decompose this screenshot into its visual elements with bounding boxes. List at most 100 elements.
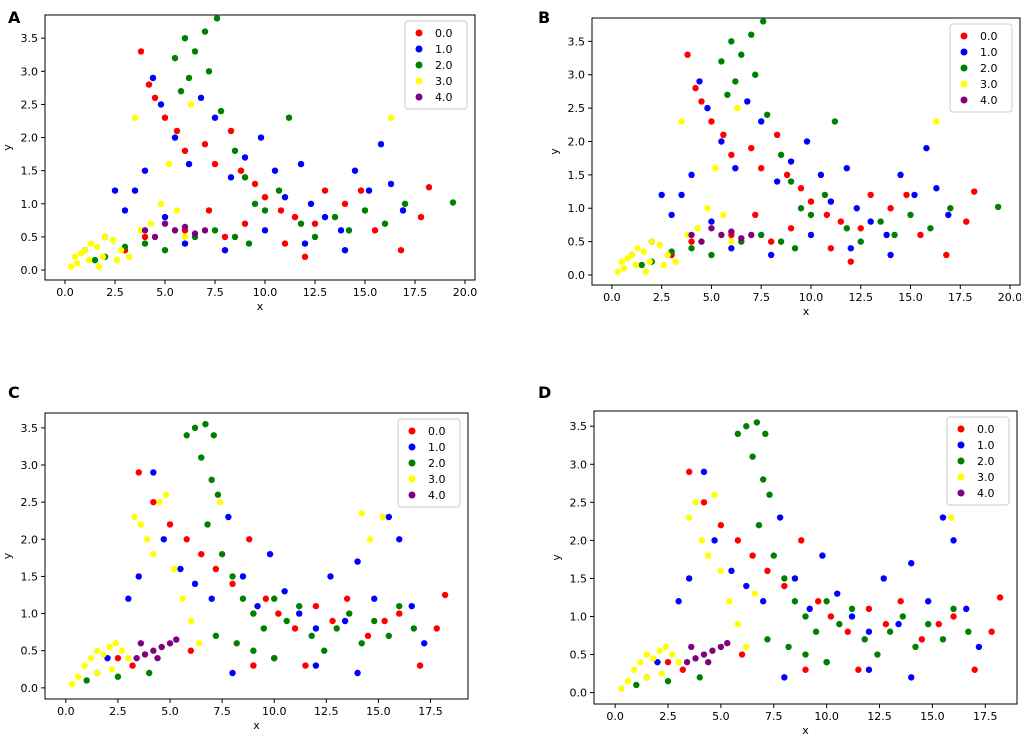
data-point-3-0 (85, 256, 93, 264)
data-point-2-0 (728, 38, 735, 45)
x-tick-label: 2.5 (659, 710, 677, 723)
data-point-0-0 (717, 521, 725, 529)
scatter-chart-a: 0.0 2.5 5.0 7.5 10.0 12.5 15.0 17.5 20.0 0.0 0.5 1.… (1, 14, 477, 313)
data-point-1-0 (963, 605, 970, 613)
y-tick-label: 0.0 (21, 682, 39, 695)
data-point-3-0 (162, 491, 170, 498)
data-point-3-0 (630, 666, 638, 673)
y-tick-label: 3.0 (21, 65, 39, 78)
data-point-1-0 (281, 193, 289, 201)
x-axis-label: x (253, 719, 260, 732)
data-point-3-0 (664, 251, 671, 259)
data-point-0-0 (773, 131, 781, 139)
legend-label: 1.0 (977, 439, 995, 452)
data-point-2-0 (791, 245, 799, 252)
x-tick-label: 15.0 (920, 710, 945, 723)
data-point-1-0 (744, 98, 751, 105)
y-tick-label: 0.5 (570, 649, 588, 662)
data-point-4-0 (201, 227, 209, 234)
data-point-1-0 (685, 575, 693, 582)
data-point-2-0 (114, 673, 122, 680)
y-tick-label: 3.5 (21, 422, 39, 435)
data-point-1-0 (191, 580, 199, 588)
data-point-4-0 (683, 658, 691, 666)
data-point-2-0 (823, 658, 830, 666)
legend-marker (960, 48, 968, 56)
data-point-0-0 (918, 636, 926, 643)
data-point-3-0 (137, 521, 145, 528)
legend-marker (960, 80, 968, 88)
data-point-3-0 (685, 514, 693, 521)
data-point-3-0 (669, 651, 676, 658)
data-point-0-0 (114, 654, 122, 662)
data-point-1-0 (181, 240, 189, 247)
y-tick-label: 0.5 (21, 645, 39, 658)
scatter-chart-c: 0.0 2.5 5.0 7.5 10.0 12.5 15.0 17.5 0.0 0.5 1.0 1.5… (1, 412, 469, 732)
data-point-0-0 (433, 625, 440, 632)
data-point-3-0 (108, 666, 115, 673)
legend-marker (957, 441, 965, 449)
data-point-2-0 (346, 610, 353, 617)
data-point-0-0 (738, 651, 746, 658)
data-point-1-0 (221, 246, 229, 254)
data-point-1-0 (239, 573, 247, 580)
data-point-1-0 (312, 625, 320, 632)
legend-marker (408, 427, 416, 435)
data-point-3-0 (165, 160, 173, 168)
data-point-3-0 (67, 263, 75, 270)
data-point-1-0 (897, 171, 904, 179)
data-point-0-0 (867, 191, 874, 199)
data-point-1-0 (321, 213, 329, 221)
legend-box (946, 416, 1010, 506)
data-point-0-0 (397, 246, 405, 254)
data-point-2-0 (171, 54, 179, 62)
data-point-2-0 (191, 48, 199, 55)
data-point-1-0 (760, 598, 767, 605)
data-point-1-0 (211, 114, 219, 121)
data-point-1-0 (296, 610, 303, 617)
data-point-3-0 (101, 233, 109, 241)
panel-letter: B (538, 8, 551, 27)
data-point-1-0 (758, 118, 765, 125)
legend-label: 3.0 (435, 75, 453, 88)
y-tick-label: 0.0 (570, 687, 588, 700)
data-point-0-0 (221, 233, 229, 241)
data-point-3-0 (93, 243, 101, 251)
legend-label: 2.0 (977, 455, 995, 468)
data-point-1-0 (803, 138, 811, 145)
data-point-4-0 (181, 223, 189, 231)
data-point-0-0 (181, 147, 189, 155)
data-point-3-0 (131, 114, 139, 121)
data-point-3-0 (675, 658, 682, 666)
data-point-0-0 (827, 245, 835, 252)
data-point-2-0 (321, 647, 328, 654)
data-point-0-0 (312, 602, 320, 610)
data-point-1-0 (385, 513, 393, 521)
legend-box (397, 418, 461, 508)
data-point-2-0 (760, 476, 767, 483)
data-point-0-0 (321, 187, 329, 194)
panel-a: A 0.0 2.5 5.0 7.5 10.0 12.5 15.0 17.5 20.0 0.0 0.5… (0, 0, 510, 320)
data-point-2-0 (275, 187, 283, 194)
data-point-2-0 (907, 211, 914, 219)
x-tick-label: 10.0 (253, 286, 278, 299)
data-point-0-0 (688, 238, 695, 245)
data-point-0-0 (749, 552, 756, 559)
data-point-2-0 (638, 261, 645, 269)
data-point-3-0 (366, 536, 374, 543)
data-point-1-0 (880, 575, 887, 582)
data-point-2-0 (777, 238, 785, 245)
data-point-1-0 (185, 160, 193, 168)
data-point-0-0 (758, 164, 765, 172)
data-point-3-0 (632, 261, 639, 269)
data-point-0-0 (882, 620, 890, 628)
data-point-0-0 (211, 160, 219, 168)
data-point-0-0 (262, 595, 270, 602)
data-point-4-0 (698, 238, 705, 245)
data-point-0-0 (685, 468, 693, 476)
data-point-2-0 (239, 595, 247, 602)
data-point-1-0 (341, 617, 349, 625)
data-point-0-0 (341, 200, 349, 208)
data-point-2-0 (371, 617, 378, 625)
data-point-1-0 (728, 245, 735, 252)
